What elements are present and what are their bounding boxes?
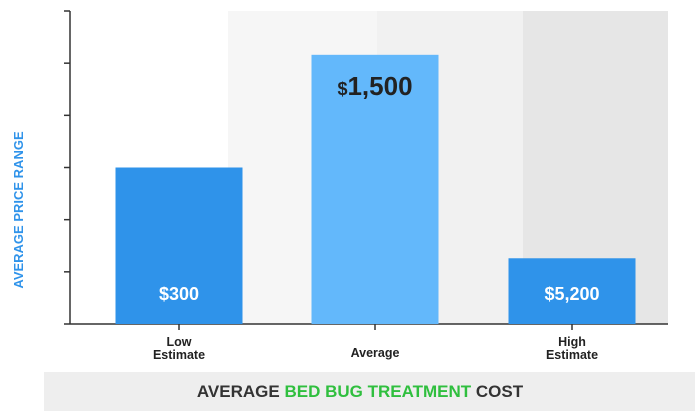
x-tick-label: Estimate xyxy=(546,348,598,362)
y-axis-label: AVERAGE PRICE RANGE xyxy=(11,131,26,289)
bar-value-label: $5,200 xyxy=(544,284,599,304)
chart-title-part: COST xyxy=(471,382,524,401)
x-tick-label: High xyxy=(558,335,586,349)
chart-title-part: BED BUG TREATMENT xyxy=(284,382,471,401)
bar xyxy=(115,167,243,324)
bar-value-label: $1,500 xyxy=(337,71,412,101)
chart-title: AVERAGE BED BUG TREATMENT COST xyxy=(197,382,524,401)
bar-value-label: $300 xyxy=(159,284,199,304)
bar xyxy=(311,54,439,324)
x-tick-label: Estimate xyxy=(153,348,205,362)
x-tick-label: Average xyxy=(351,346,400,360)
bar xyxy=(508,258,636,324)
footer-band xyxy=(44,372,695,411)
chart-title-part: AVERAGE xyxy=(197,382,285,401)
x-tick-label: Low xyxy=(167,335,192,349)
